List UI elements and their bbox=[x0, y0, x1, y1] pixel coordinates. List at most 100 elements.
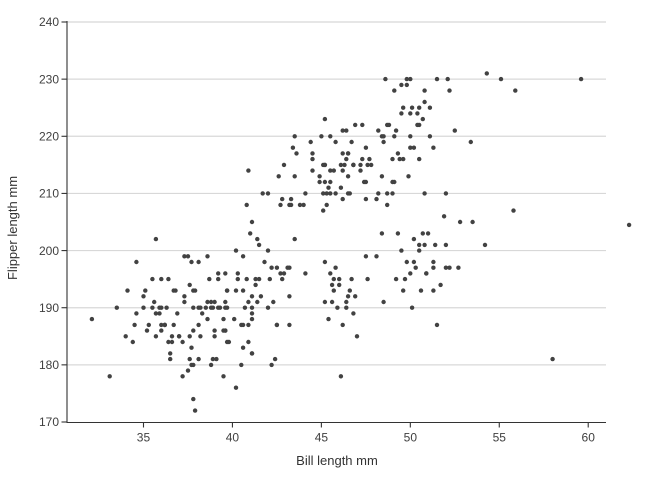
data-point bbox=[381, 139, 386, 145]
data-point bbox=[345, 151, 351, 156]
data-point bbox=[395, 151, 401, 156]
x-axis-ticks: 35 40 45 50 55 60 bbox=[137, 423, 595, 445]
data-point bbox=[376, 191, 381, 196]
data-point bbox=[134, 259, 139, 265]
data-point bbox=[198, 334, 203, 339]
data-point bbox=[235, 276, 240, 282]
data-point bbox=[550, 356, 555, 362]
data-point bbox=[130, 339, 135, 345]
data-point bbox=[425, 231, 431, 236]
y-tick-label: 170 bbox=[39, 415, 59, 429]
data-point bbox=[321, 191, 326, 196]
data-point bbox=[276, 174, 281, 179]
data-point bbox=[216, 305, 221, 310]
data-point bbox=[235, 271, 240, 276]
data-point bbox=[164, 305, 169, 310]
data-point bbox=[340, 128, 345, 133]
data-point bbox=[390, 156, 395, 162]
data-point bbox=[404, 76, 409, 82]
data-point bbox=[411, 259, 417, 265]
data-point bbox=[280, 276, 285, 282]
data-point bbox=[511, 208, 516, 213]
data-point bbox=[324, 191, 329, 196]
data-point bbox=[212, 299, 217, 305]
data-point bbox=[379, 231, 385, 236]
axis-lines bbox=[66, 21, 606, 424]
data-point bbox=[144, 328, 150, 333]
data-point bbox=[321, 208, 326, 213]
data-point bbox=[390, 191, 395, 196]
data-point bbox=[153, 334, 159, 339]
data-point bbox=[255, 299, 260, 305]
data-point bbox=[434, 322, 440, 328]
data-point bbox=[409, 105, 415, 110]
data-point bbox=[408, 145, 413, 150]
data-point bbox=[338, 374, 344, 379]
data-point bbox=[232, 316, 237, 322]
data-point bbox=[390, 179, 395, 185]
data-point bbox=[328, 168, 333, 173]
data-point bbox=[288, 196, 294, 202]
data-point bbox=[189, 345, 194, 350]
data-point bbox=[150, 276, 155, 282]
data-point bbox=[262, 259, 267, 265]
data-point bbox=[272, 356, 278, 362]
data-point bbox=[278, 202, 283, 208]
data-point bbox=[411, 145, 417, 150]
data-point bbox=[205, 316, 210, 322]
data-point bbox=[386, 122, 392, 128]
data-point bbox=[287, 322, 292, 328]
data-point bbox=[457, 219, 463, 225]
x-tick-label: 45 bbox=[315, 431, 329, 445]
data-point bbox=[335, 305, 340, 310]
data-point bbox=[205, 254, 210, 259]
data-point bbox=[168, 356, 173, 362]
data-point bbox=[114, 305, 120, 310]
data-point bbox=[344, 156, 349, 162]
data-point bbox=[233, 385, 239, 390]
data-point bbox=[244, 276, 249, 282]
data-point bbox=[146, 322, 151, 328]
data-point bbox=[185, 254, 191, 259]
data-point bbox=[445, 76, 450, 82]
data-point bbox=[402, 276, 408, 282]
data-point bbox=[353, 294, 358, 299]
data-point bbox=[249, 294, 255, 299]
data-point bbox=[331, 276, 336, 282]
y-axis-ticks: 170 180 190 200 210 220 230 240 bbox=[39, 15, 67, 429]
data-point bbox=[374, 196, 379, 202]
data-point bbox=[176, 334, 182, 339]
data-point bbox=[344, 299, 349, 305]
data-point bbox=[123, 334, 128, 339]
data-point bbox=[192, 408, 198, 413]
data-point bbox=[269, 265, 274, 270]
data-point bbox=[513, 88, 518, 93]
data-point bbox=[351, 162, 356, 168]
data-point bbox=[358, 168, 363, 173]
data-point bbox=[255, 236, 260, 242]
gridlines bbox=[67, 21, 606, 366]
data-point bbox=[244, 202, 249, 208]
data-point bbox=[239, 362, 244, 368]
data-point bbox=[240, 322, 246, 328]
data-point bbox=[417, 105, 422, 110]
data-point bbox=[397, 156, 402, 162]
data-point bbox=[408, 271, 413, 276]
data-point bbox=[187, 282, 192, 288]
data-point bbox=[363, 254, 369, 259]
x-tick-label: 40 bbox=[226, 431, 240, 445]
data-point bbox=[134, 311, 139, 316]
data-point bbox=[310, 168, 315, 173]
data-point bbox=[331, 168, 336, 173]
data-point bbox=[331, 288, 336, 293]
data-point bbox=[443, 265, 449, 270]
data-point bbox=[322, 162, 328, 168]
data-point bbox=[224, 288, 230, 293]
data-point bbox=[185, 368, 191, 373]
data-point bbox=[246, 299, 251, 305]
data-point bbox=[132, 322, 137, 328]
data-point bbox=[157, 311, 162, 316]
data-point bbox=[212, 334, 217, 339]
data-point bbox=[310, 156, 315, 162]
x-axis-title: Bill length mm bbox=[296, 453, 378, 468]
